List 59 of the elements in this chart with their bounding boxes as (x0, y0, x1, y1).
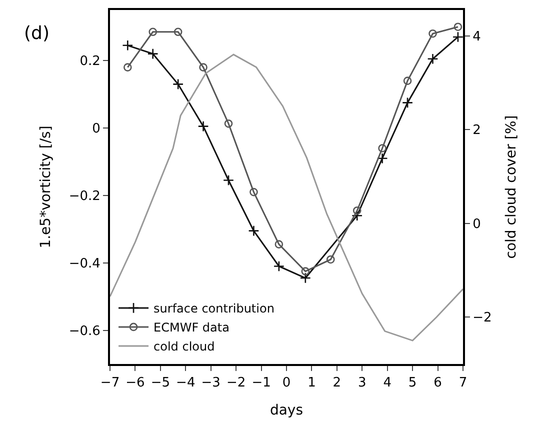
x-tick-label: 2 (332, 376, 342, 391)
y2-tick-label: 0 (472, 216, 481, 232)
y2-tick-label: 2 (472, 123, 481, 138)
point (452, 31, 463, 43)
point (148, 28, 158, 36)
point (172, 78, 184, 90)
text: (d) (24, 23, 50, 44)
x-tick-label: 5 (408, 376, 417, 391)
x-tick-label: −3 (201, 376, 220, 391)
y-tick-label: 0 (92, 122, 100, 137)
x-tick-label: −6 (126, 376, 145, 391)
y-tick-label: 0.2 (80, 54, 100, 70)
point (274, 240, 284, 248)
y2-axis-title: cold cloud cover [%] (504, 115, 520, 259)
point (326, 255, 335, 264)
legend-label: surface contribution (154, 302, 274, 316)
point (174, 28, 182, 36)
x-tick-label: 0 (282, 376, 291, 391)
y-axis-title: 1.e5*vorticity [/s] (38, 126, 54, 248)
x-tick-label: −5 (150, 376, 170, 391)
line-series (110, 54, 463, 342)
x-tick-label: 1 (308, 376, 316, 391)
x-tick-label: 4 (383, 376, 392, 391)
point (300, 272, 311, 284)
point (352, 210, 363, 222)
x-tick-label: 6 (434, 376, 442, 391)
x-tick-label: 3 (358, 376, 366, 391)
point (428, 29, 437, 38)
legend-label: cold cloud (154, 340, 215, 354)
x-axis-title: days (270, 402, 304, 418)
point (378, 144, 386, 152)
point (250, 188, 258, 196)
point (352, 206, 362, 215)
point (248, 225, 260, 236)
point (124, 63, 132, 72)
x-tick-label: −7 (100, 376, 120, 391)
y-tick-label: −0.4 (68, 256, 100, 272)
x-tick-label: 7 (458, 376, 468, 391)
x-tick-label: −2 (226, 376, 246, 391)
point (122, 40, 134, 51)
point (403, 76, 412, 85)
point (224, 119, 233, 128)
point (273, 260, 284, 272)
point (199, 63, 208, 72)
y2-tick-label: −2 (472, 310, 492, 326)
point (454, 22, 462, 32)
point (301, 267, 310, 276)
point (427, 53, 438, 64)
y-tick-label: −0.6 (68, 324, 100, 339)
x-tick-label: −1 (252, 376, 271, 391)
point (402, 97, 414, 108)
point (198, 120, 209, 132)
y2-tick-label: 4 (472, 29, 481, 44)
point (147, 48, 158, 60)
y-tick-label: −0.2 (68, 188, 100, 204)
point (222, 174, 234, 186)
x-tick-label: −4 (176, 376, 196, 391)
point (376, 152, 388, 164)
legend-label: ECMWF data (154, 320, 230, 335)
